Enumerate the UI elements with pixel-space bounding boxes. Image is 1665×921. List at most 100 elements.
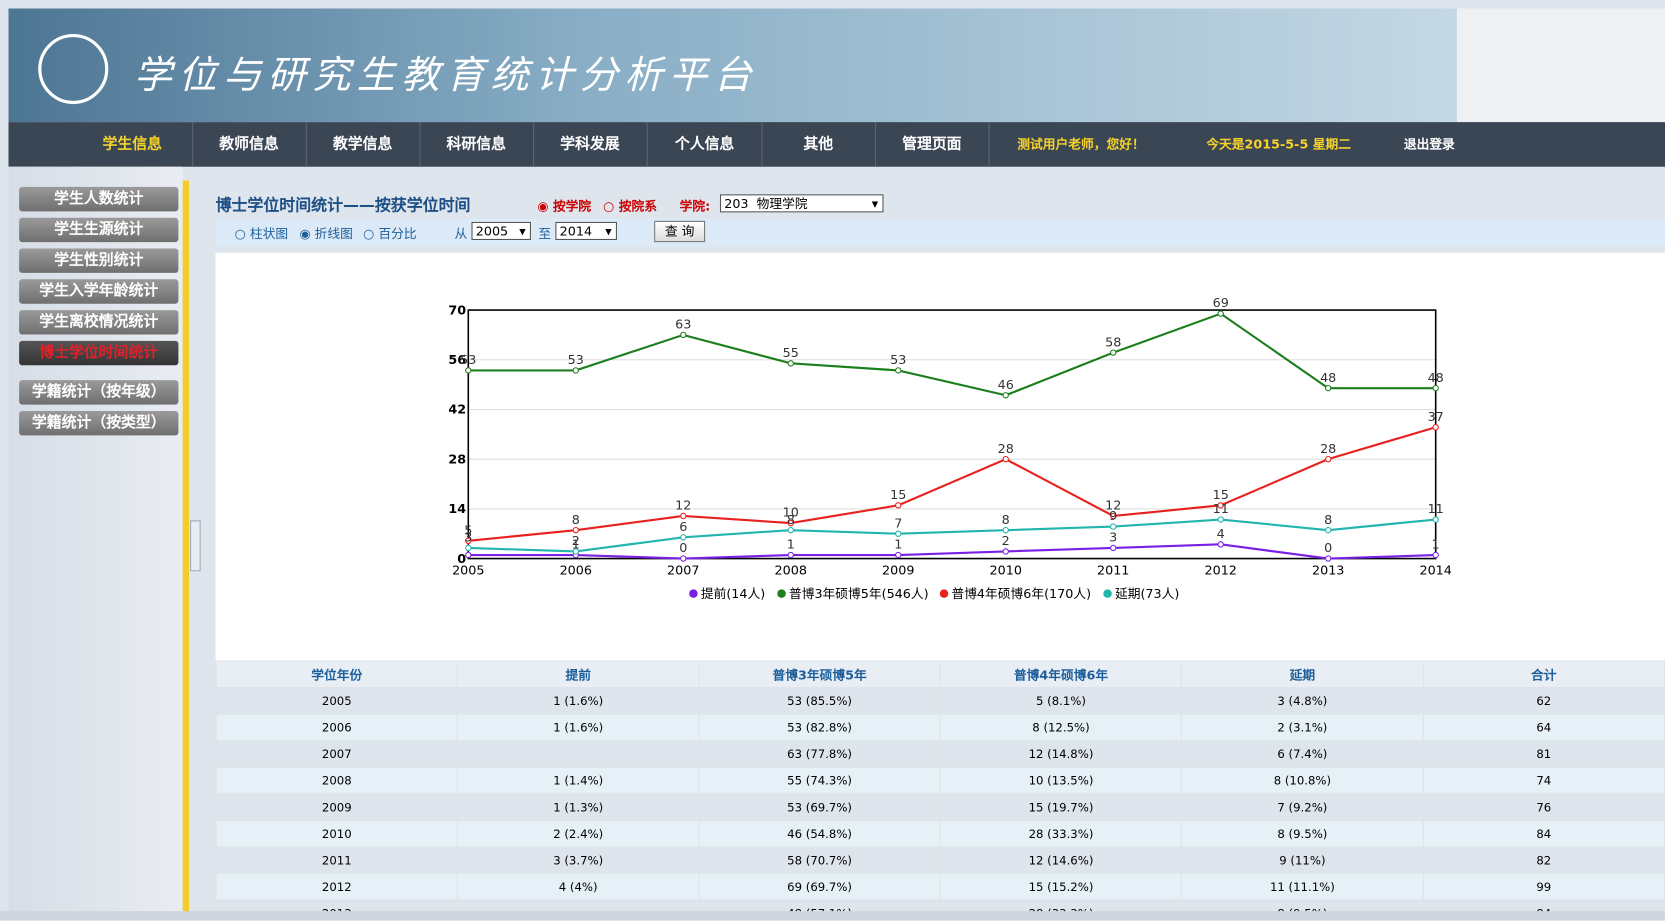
cell: 5 (8.1%)	[939, 687, 1183, 715]
point	[680, 534, 687, 541]
cell: 12 (14.8%)	[939, 740, 1183, 768]
nav-item[interactable]: 教学信息	[306, 122, 421, 167]
point	[1110, 544, 1117, 552]
query-button[interactable]: 查 询	[654, 220, 706, 243]
data-label: 48	[1428, 371, 1444, 386]
point	[895, 502, 902, 509]
data-label: 8	[1002, 513, 1010, 528]
cell: 99	[1422, 872, 1665, 901]
side-item[interactable]: 学生入学年龄统计	[19, 279, 179, 304]
legend-label: 普博3年硕博5年(546人)	[789, 587, 929, 602]
label: 柱状图	[249, 226, 289, 242]
y-tick-label: 70	[448, 303, 466, 318]
point	[1325, 526, 1332, 534]
logo	[38, 33, 109, 105]
cell: 15 (15.2%)	[939, 872, 1183, 901]
point	[1002, 526, 1009, 534]
data-label: 6	[679, 520, 687, 535]
side-item[interactable]: 学籍统计（按类型）	[19, 410, 179, 436]
logout[interactable]: 退出登录	[1403, 136, 1455, 152]
side-item[interactable]: 学生性别统计	[19, 248, 179, 273]
point	[572, 548, 579, 555]
nav-item[interactable]: 个人信息	[648, 122, 763, 167]
site-title: 学位与研究生教育统计分析平台	[133, 54, 759, 98]
collapse-handle[interactable]	[190, 520, 201, 572]
cell: 8 (12.5%)	[939, 713, 1183, 742]
table-row: 2005 1 (1.6%) 53 (85.5%) 5 (8.1%) 3 (4.8%) 62	[215, 687, 1665, 715]
radio-line[interactable]: ◉ 折线图	[299, 226, 353, 242]
from-select[interactable]: 2005 ▾	[471, 221, 531, 240]
cell: 15 (19.7%)	[939, 793, 1183, 821]
cell: 46 (54.8%)	[698, 819, 941, 848]
data-label: 5	[464, 523, 472, 538]
cell: 4 (4%)	[456, 872, 700, 901]
nav-item[interactable]: 学生信息	[72, 122, 194, 167]
data-label: 7	[894, 516, 902, 531]
value: 203 物理学院	[724, 196, 808, 212]
header-cell: 学位年份	[215, 660, 459, 689]
side-item[interactable]: 学籍统计（按年级）	[19, 380, 179, 405]
series-line	[468, 543, 1436, 560]
point	[465, 537, 472, 544]
radio-pct[interactable]: ○ 百分比	[363, 226, 417, 242]
data-label: 3	[1109, 531, 1117, 546]
page-title: 博士学位时间统计——按获学位时间	[215, 195, 471, 215]
data-label: 2	[572, 534, 580, 549]
point	[1002, 392, 1009, 399]
point	[572, 367, 579, 374]
data-label: 69	[1213, 296, 1229, 311]
data-label: 1	[787, 538, 795, 553]
cell: 53 (85.5%)	[698, 687, 941, 715]
point	[465, 367, 472, 374]
point	[1217, 310, 1224, 317]
legend-label: 延期(73人)	[1115, 587, 1179, 602]
point	[1110, 512, 1117, 520]
footer	[0, 911, 1665, 921]
nav-item[interactable]: 科研信息	[419, 122, 535, 167]
cell: 63 (77.8%)	[698, 740, 941, 768]
y-tick-label: 28	[448, 452, 466, 467]
cell: 84	[1422, 819, 1665, 848]
nav-item[interactable]: 管理页面	[875, 122, 990, 167]
to-select[interactable]: 2014 ▾	[555, 221, 617, 240]
side-item[interactable]: 学生人数统计	[19, 186, 179, 212]
nav-item[interactable]: 学科发展	[533, 122, 648, 167]
x-tick-label: 2013	[1312, 563, 1344, 578]
side-item[interactable]: 学生离校情况统计	[19, 310, 179, 335]
banner-right	[1456, 8, 1665, 123]
control-band	[215, 218, 1665, 247]
nav-item[interactable]: 其他	[761, 122, 877, 167]
radio-bar[interactable]: ○ 柱状图	[234, 226, 289, 242]
y-tick-label: 56	[448, 353, 466, 368]
table-row: 2012 4 (4%) 69 (69.7%) 15 (15.2%) 11 (11.1%)…	[215, 872, 1665, 901]
cell: 81	[1422, 740, 1665, 768]
x-tick-label: 2007	[667, 563, 699, 578]
side-item[interactable]: 学生生源统计	[19, 217, 179, 243]
cell: 10 (13.5%)	[939, 766, 1183, 795]
point	[787, 551, 794, 559]
point	[1432, 384, 1439, 392]
data-label: 10	[783, 506, 799, 521]
value: 2005	[475, 224, 509, 239]
cell: 3 (4.8%)	[1181, 687, 1424, 715]
legend-label: 提前(14人)	[701, 586, 765, 602]
cell: 62	[1422, 687, 1665, 715]
point	[787, 526, 794, 534]
header-cell: 普博4年硕博6年	[939, 660, 1183, 689]
radio-dept[interactable]: ○ 按院系	[603, 198, 657, 214]
cell: 1 (1.3%)	[456, 793, 700, 821]
nav-item[interactable]: 教师信息	[192, 122, 307, 167]
cell: 12 (14.6%)	[939, 846, 1183, 874]
school-select[interactable]: 203 物理学院 ▾	[719, 194, 884, 213]
cell: 28 (33.3%)	[939, 819, 1183, 848]
x-tick-label: 2008	[775, 563, 807, 578]
series-line	[468, 426, 1436, 542]
point	[572, 526, 579, 534]
point	[680, 331, 687, 339]
radio-school[interactable]: ◉ 按学院	[537, 198, 592, 214]
cell: 2011	[215, 846, 459, 874]
side-item[interactable]: 博士学位时间统计	[19, 340, 179, 366]
y-tick-label: 14	[448, 502, 466, 517]
point	[895, 551, 902, 559]
